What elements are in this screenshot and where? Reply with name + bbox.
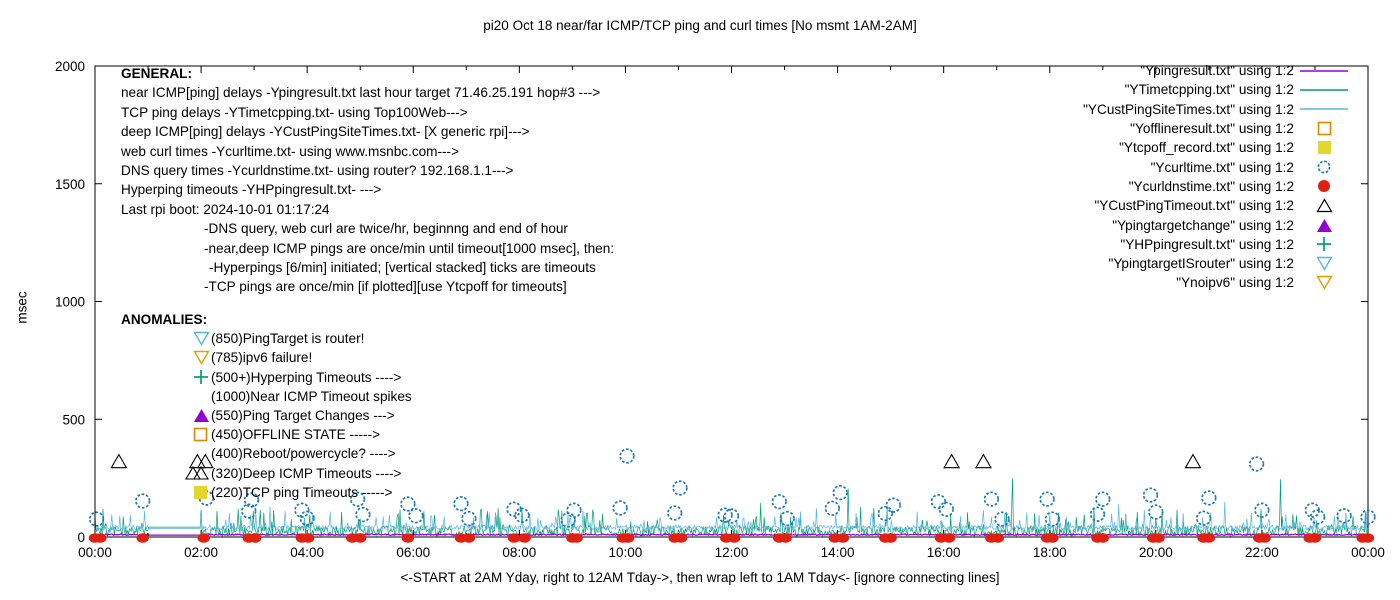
offline-state-icon [193,427,211,443]
no-marker [193,388,211,404]
pingtarget-router-icon [193,331,211,347]
hyperping-timeout-icon [193,369,211,385]
svg-text:06:00: 06:00 [396,545,430,560]
svg-text:1000: 1000 [55,295,85,310]
svg-text:00:00: 00:00 [78,545,112,560]
note-line: DNS query times -Ycurldnstime.txt- using… [121,163,514,179]
legend-row: "YpingtargetISrouter" using 1:2 [1083,254,1354,273]
note-line: -near,deep ICMP pings are once/min until… [204,240,615,256]
legend-row: "Ypingresult.txt" using 1:2 [1083,61,1354,80]
plot-title: pi20 Oct 18 near/far ICMP/TCP ping and c… [483,18,917,33]
svg-text:12:00: 12:00 [715,545,749,560]
anomaly-row: (1000)Near ICMP Timeout spikes [121,387,412,406]
note-line: -TCP pings are once/min [if plotted][use… [204,279,567,295]
svg-text:14:00: 14:00 [821,545,855,560]
y-axis-label: msec [14,291,30,324]
svg-text:16:00: 16:00 [927,545,961,560]
legend-plus-icon [1294,236,1354,252]
legend-row: "Ynoipv6" using 1:2 [1083,273,1354,292]
svg-text:04:00: 04:00 [290,545,324,560]
anomaly-row: (450)OFFLINE STATE -----> [121,425,412,444]
legend-row: "YHPpingresult.txt" using 1:2 [1083,235,1354,254]
deep-icmp-timeout-icon [185,465,211,481]
legend-row: "YTimetcpping.txt" using 1:2 [1083,80,1354,99]
legend-triangle-icon [1294,275,1354,291]
legend-circle-icon [1294,178,1354,194]
ipv6-failure-icon [193,350,211,366]
legend-triangle-icon [1294,198,1354,214]
anomaly-row: (500+)Hyperping Timeouts ----> [121,368,412,387]
general-heading: GENERAL: [121,66,192,81]
note-line: Last rpi boot: 2024-10-01 01:17:24 [121,201,330,217]
x-axis-caption: <-START at 2AM Yday, right to 12AM Tday-… [400,570,1000,585]
svg-text:1500: 1500 [55,177,85,192]
svg-text:08:00: 08:00 [502,545,536,560]
note-line: -DNS query, web curl are twice/hr, begin… [204,221,568,237]
anomaly-row: (550)Ping Target Changes ---> [121,406,412,425]
legend-square-icon [1294,121,1354,137]
svg-text:18:00: 18:00 [1033,545,1067,560]
svg-text:20:00: 20:00 [1139,545,1173,560]
general-notes: GENERAL: near ICMP[ping] delays -Ypingre… [121,64,614,297]
legend: "Ypingresult.txt" using 1:2 "YTimetcppin… [1083,61,1354,293]
legend-line-icon [1294,101,1354,117]
svg-text:0: 0 [77,530,85,545]
no-marker [193,446,211,462]
anomaly-row: (400)Reboot/powercycle? ----> [121,444,412,463]
svg-text:500: 500 [62,412,85,427]
legend-triangle-icon [1294,256,1354,272]
anomaly-row: (785)ipv6 failure! [121,348,412,367]
legend-row: "Ypingtargetchange" using 1:2 [1083,215,1354,234]
note-line: web curl times -Ycurltime.txt- using www… [121,143,460,159]
note-line: deep ICMP[ping] delays -YCustPingSiteTim… [121,124,530,140]
note-line: TCP ping delays -YTimetcpping.txt- using… [121,104,468,120]
anomaly-row: (850)PingTarget is router! [121,329,412,348]
svg-text:10:00: 10:00 [609,545,643,560]
legend-circle-icon [1294,159,1354,175]
legend-row: "YCustPingTimeout.txt" using 1:2 [1083,196,1354,215]
legend-line-icon [1294,63,1354,79]
anomaly-row: (320)Deep ICMP Timeouts ----> [121,464,412,483]
legend-row: "Ytcpoff_record.txt" using 1:2 [1083,138,1354,157]
anomalies-notes: ANOMALIES: (850)PingTarget is router! (7… [121,310,412,502]
tcp-ping-timeout-icon [193,484,211,500]
note-line: -Hyperpings [6/min] initiated; [vertical… [209,260,596,276]
legend-row: "Ycurltime.txt" using 1:2 [1083,157,1354,176]
anomalies-heading: ANOMALIES: [121,312,208,327]
svg-text:02:00: 02:00 [184,545,218,560]
note-line: near ICMP[ping] delays -Ypingresult.txt … [121,85,601,101]
legend-row: "Yofflineresult.txt" using 1:2 [1083,119,1354,138]
legend-triangle-icon [1294,217,1354,233]
anomaly-row: (220)TCP ping Timeouts -----> [121,483,412,502]
legend-line-icon [1294,82,1354,98]
svg-text:2000: 2000 [55,59,85,74]
svg-text:00:00: 00:00 [1351,545,1385,560]
legend-square-icon [1294,140,1354,156]
legend-row: "YCustPingSiteTimes.txt" using 1:2 [1083,100,1354,119]
legend-row: "Ycurldnstime.txt" using 1:2 [1083,177,1354,196]
svg-text:22:00: 22:00 [1245,545,1279,560]
note-line: Hyperping timeouts -YHPpingresult.txt- -… [121,182,382,198]
ping-target-change-icon [193,408,211,424]
